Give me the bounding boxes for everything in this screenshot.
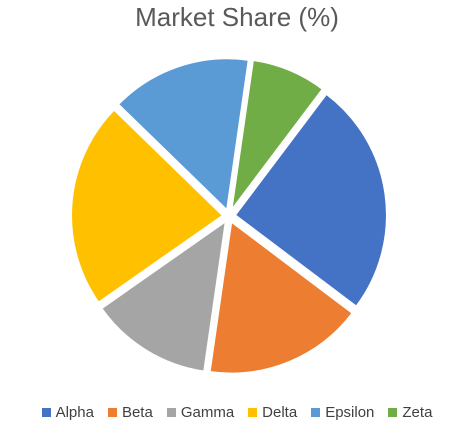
legend-swatch [388, 407, 398, 417]
pie-slice-alpha [233, 92, 388, 309]
legend-label: Beta [121, 403, 153, 421]
legend-swatch [248, 407, 258, 417]
legend-label: Zeta [402, 403, 433, 421]
legend-item-delta: Delta [248, 404, 297, 421]
legend-item-zeta: Zeta [388, 404, 432, 421]
legend-swatch [107, 407, 117, 417]
legend-label: Alpha [55, 403, 94, 421]
legend-label: Gamma [180, 403, 235, 421]
pie-slice-gamma [99, 218, 228, 373]
pie-slice-delta [70, 108, 225, 305]
legend-item-alpha: Alpha [41, 403, 94, 421]
legend-label: Epsilon [325, 403, 375, 421]
legend-item-epsilon: Epsilon [311, 404, 374, 421]
chart-title: Market Share (%) [135, 2, 339, 32]
legend-item-gamma: Gamma [166, 403, 235, 421]
pie-plot-area [70, 57, 388, 375]
legend-label: Delta [262, 403, 298, 421]
legend-swatch [166, 407, 176, 417]
legend-item-beta: Beta [107, 403, 153, 421]
legend-swatch [41, 407, 51, 417]
pie-slice-epsilon [116, 57, 250, 213]
pie-slice-zeta [230, 58, 325, 212]
legend-swatch [311, 407, 321, 417]
legend: Alpha Beta Gamma Delta Epsilon Zeta [0, 401, 474, 423]
pie-slice-beta [208, 219, 355, 375]
